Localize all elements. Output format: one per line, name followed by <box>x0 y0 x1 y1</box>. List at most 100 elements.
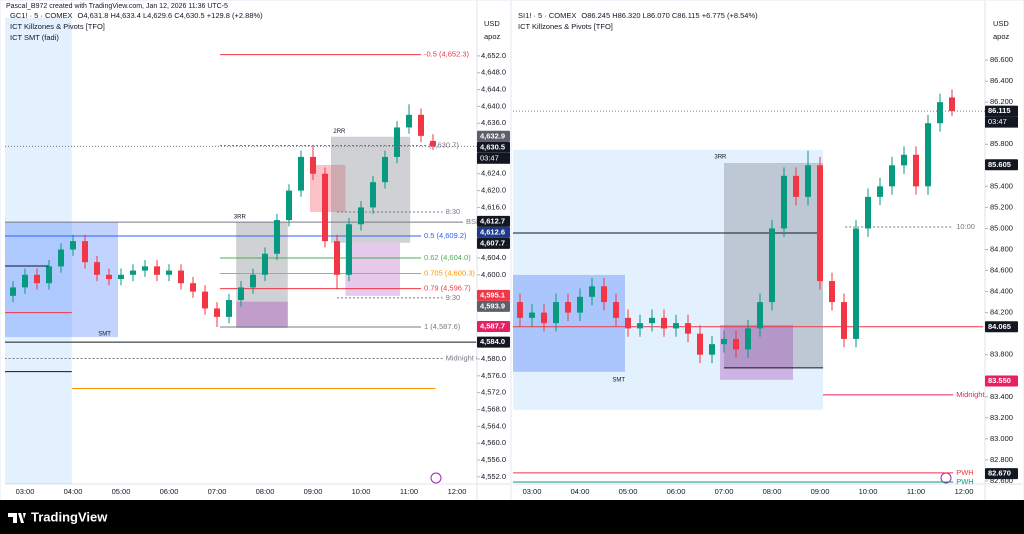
y-tick-label: 4,600.0 <box>481 270 506 279</box>
level-label: Midnight O <box>956 390 992 399</box>
candle-body <box>733 338 739 350</box>
zone <box>513 274 625 372</box>
y-tick-label: 4,648.0 <box>481 68 506 77</box>
candle-body <box>406 114 412 128</box>
y-tick-label: 83.200 <box>990 413 1013 422</box>
logo-icon <box>8 513 26 523</box>
chart-title: SI1! · 5 · COMEX <box>518 11 576 20</box>
price-tag-label: 4,593.9 <box>480 301 505 310</box>
x-tick-label: 06:00 <box>160 487 179 496</box>
candle-body <box>745 328 751 350</box>
candle-body <box>106 274 112 279</box>
candle-body <box>553 302 559 324</box>
candle-body <box>937 102 943 124</box>
price-tag-label: 4,587.7 <box>480 322 505 331</box>
level-label: (4,630.7) <box>429 141 460 150</box>
currency-label: USD <box>484 19 500 28</box>
indicator-label: ICT SMT (fadi) <box>10 33 59 42</box>
candle-body <box>190 283 196 292</box>
countdown-tag <box>985 116 1018 128</box>
price-tag-label: 4,632.9 <box>480 131 505 140</box>
alert-icon[interactable] <box>430 472 442 484</box>
x-tick-label: 10:00 <box>859 487 878 496</box>
price-tag <box>477 336 510 348</box>
countdown-label: 03:47 <box>480 153 499 162</box>
annotation: 3RR <box>234 215 247 221</box>
candle-body <box>346 224 352 275</box>
candle-body <box>721 338 727 345</box>
y-tick-label: 4,564.0 <box>481 421 506 430</box>
candle-body <box>577 296 583 313</box>
level-label: PWH <box>956 468 974 477</box>
candle-body <box>310 156 316 174</box>
candle-body <box>166 270 172 275</box>
price-tag-label: 4,595.1 <box>480 290 505 299</box>
price-tag <box>477 130 510 142</box>
candle-body <box>226 300 232 317</box>
price-tag <box>477 226 510 238</box>
annotation: SMT <box>612 378 625 384</box>
price-tag-label: 4,612.6 <box>480 227 505 236</box>
x-tick-label: 03:00 <box>16 487 35 496</box>
x-tick-label: 08:00 <box>256 487 275 496</box>
price-tag <box>985 159 1018 171</box>
candle-body <box>214 308 220 317</box>
scale-label: apoz <box>993 32 1010 41</box>
candle-body <box>82 241 88 263</box>
level-label: 8:30 <box>446 207 461 216</box>
candle-body <box>685 323 691 334</box>
candle-body <box>601 286 607 303</box>
candle-body <box>889 165 895 187</box>
y-tick-label: 4,572.0 <box>481 388 506 397</box>
y-tick-label: 85.800 <box>990 139 1013 148</box>
candle-body <box>154 266 160 275</box>
footer <box>0 500 1024 534</box>
annotation: 2RR <box>333 129 346 135</box>
candle-body <box>901 154 907 166</box>
plot-area: -0.5 (4,652.3) (4,630.7) 8:30 BSL 0.5 (4,609… <box>5 18 482 484</box>
price-tag-label: 83.550 <box>988 376 1011 385</box>
candle-body <box>250 274 256 288</box>
level-label: BSL <box>466 217 480 226</box>
x-tick-label: 05:00 <box>619 487 638 496</box>
y-tick-label: 4,552.0 <box>481 472 506 481</box>
level-label: Midnight O <box>446 354 482 363</box>
y-tick-label: 4,580.0 <box>481 354 506 363</box>
x-tick-label: 06:00 <box>667 487 686 496</box>
y-tick-label: 84.400 <box>990 287 1013 296</box>
candle-body <box>286 190 292 221</box>
y-tick-label: 86.200 <box>990 97 1013 106</box>
x-tick-label: 03:00 <box>523 487 542 496</box>
candle-body <box>322 173 328 242</box>
price-tag <box>985 375 1018 387</box>
y-tick-label: 83.400 <box>990 392 1013 401</box>
candle-body <box>769 228 775 303</box>
candle-body <box>697 333 703 355</box>
candle-body <box>913 154 919 187</box>
candle-body <box>382 156 388 183</box>
candle-body <box>118 274 124 279</box>
x-tick-label: 07:00 <box>208 487 227 496</box>
price-tag <box>477 321 510 333</box>
candle-body <box>565 302 571 313</box>
y-tick-label: 4,620.0 <box>481 186 506 195</box>
candle-body <box>238 287 244 301</box>
y-tick-label: 4,636.0 <box>481 118 506 127</box>
y-tick-label: 4,604.0 <box>481 253 506 262</box>
y-tick-label: 83.800 <box>990 350 1013 359</box>
zone <box>236 301 288 328</box>
zone <box>345 242 400 296</box>
x-tick-label: 07:00 <box>715 487 734 496</box>
y-tick-label: 85.200 <box>990 202 1013 211</box>
indicator-label: ICT Killzones & Pivots [TFO] <box>518 22 613 31</box>
price-tag-label: 85.605 <box>988 160 1011 169</box>
candle-body <box>334 241 340 275</box>
candle-body <box>541 312 547 324</box>
candle-body <box>22 274 28 288</box>
candle-body <box>58 249 64 267</box>
scale-label: apoz <box>484 32 501 41</box>
price-tag <box>477 289 510 301</box>
y-tick-label: 84.600 <box>990 266 1013 275</box>
y-tick-label: 4,640.0 <box>481 101 506 110</box>
